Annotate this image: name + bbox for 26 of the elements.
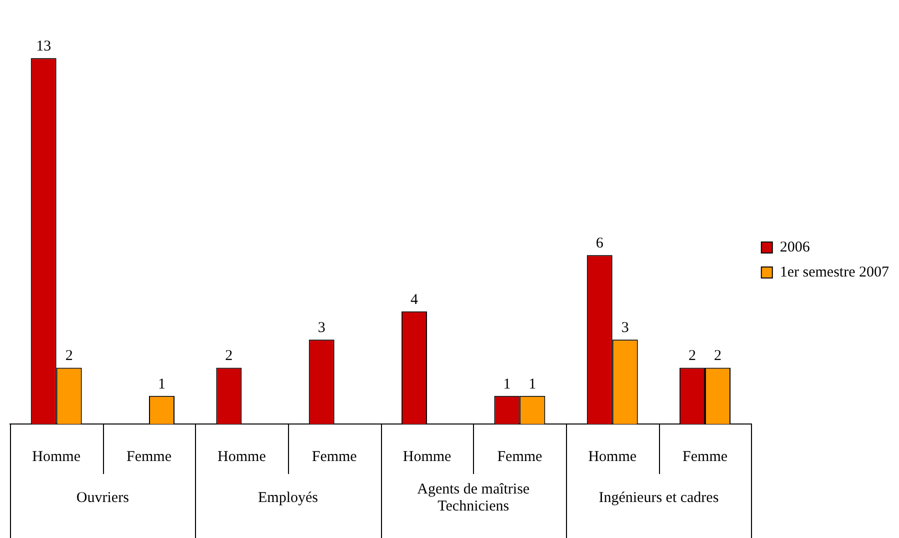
text: Ingénieurs et cadres — [598, 490, 719, 506]
x-tick-label: Femme — [497, 448, 543, 465]
x-tick-label: Homme — [402, 448, 452, 465]
x-tick-label: Homme — [218, 448, 266, 465]
data-label: 1 — [528, 376, 536, 392]
data-label: 1 — [158, 376, 166, 392]
text: Agents de maîtrise Techniciens — [417, 481, 530, 514]
legend-label: 2006 — [780, 239, 810, 256]
data-label: 6 — [596, 236, 604, 252]
data-label: 13 — [36, 38, 52, 55]
text: Ouvriers — [76, 490, 130, 506]
data-label: 2 — [688, 348, 696, 364]
x-tick-label: Femme — [312, 448, 358, 465]
data-label: 2 — [225, 348, 233, 364]
legend-label: 1er semestre 2007 — [780, 264, 890, 280]
data-label: 3 — [318, 320, 326, 336]
x-tick-label: Homme — [588, 448, 637, 465]
x-tick-label: Femme — [126, 448, 172, 465]
data-label: 3 — [621, 320, 629, 336]
data-label: 4 — [410, 292, 419, 308]
x-tick-label: Femme — [682, 448, 728, 465]
data-label: 1 — [503, 376, 511, 392]
data-label: 2 — [714, 348, 722, 364]
x-tick-label: Homme — [32, 448, 81, 465]
text: Employés — [258, 490, 318, 506]
data-label: 2 — [65, 348, 73, 364]
